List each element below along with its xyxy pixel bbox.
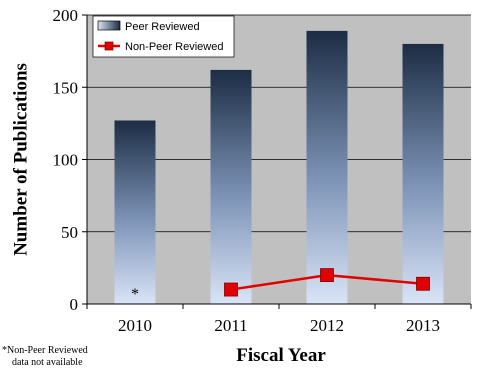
y-tick-label-0: 0 — [70, 295, 79, 314]
annotation-asterisk: * — [131, 286, 139, 303]
footnote: *Non-Peer Reviewed data not available — [2, 345, 88, 369]
bar-2010 — [114, 120, 156, 304]
bar-2012 — [306, 30, 348, 305]
legend-swatch-marker — [104, 41, 114, 51]
point-non-peer-2013 — [416, 276, 430, 291]
x-axis-label: Fiscal Year — [236, 345, 326, 366]
non-peer-line — [224, 268, 430, 297]
y-tick-label-150: 150 — [53, 78, 79, 97]
x-tick-label-2011: 2011 — [214, 316, 247, 335]
y-tick-label-50: 50 — [61, 223, 78, 242]
bar-2011 — [210, 69, 252, 304]
point-non-peer-2011 — [224, 282, 238, 297]
y-axis-label: Number of Publications — [10, 63, 31, 256]
legend-label-peer: Peer Reviewed — [125, 21, 200, 33]
x-tick-label-2013: 2013 — [406, 316, 440, 335]
y-tick-label-200: 200 — [53, 6, 79, 25]
point-non-peer-2012 — [320, 268, 334, 283]
footnote-line-2: data not available — [12, 357, 83, 368]
axes — [82, 14, 472, 309]
legend-swatch-peer — [97, 20, 121, 31]
footnote-line-1: *Non-Peer Reviewed — [2, 345, 88, 356]
x-tick-label-2010: 2010 — [118, 316, 152, 335]
legend-label-nonpeer: Non-Peer Reviewed — [125, 41, 223, 53]
y-tick-label-100: 100 — [53, 151, 79, 170]
bars — [114, 30, 444, 305]
x-tick-label-2012: 2012 — [310, 316, 344, 335]
y-tick-labels: 0 50 100 150 200 — [53, 6, 79, 314]
bar-2013 — [402, 43, 444, 305]
legend: Peer Reviewed Non-Peer Reviewed — [92, 15, 235, 58]
x-tick-labels: 2010 2011 2012 2013 — [118, 316, 440, 335]
